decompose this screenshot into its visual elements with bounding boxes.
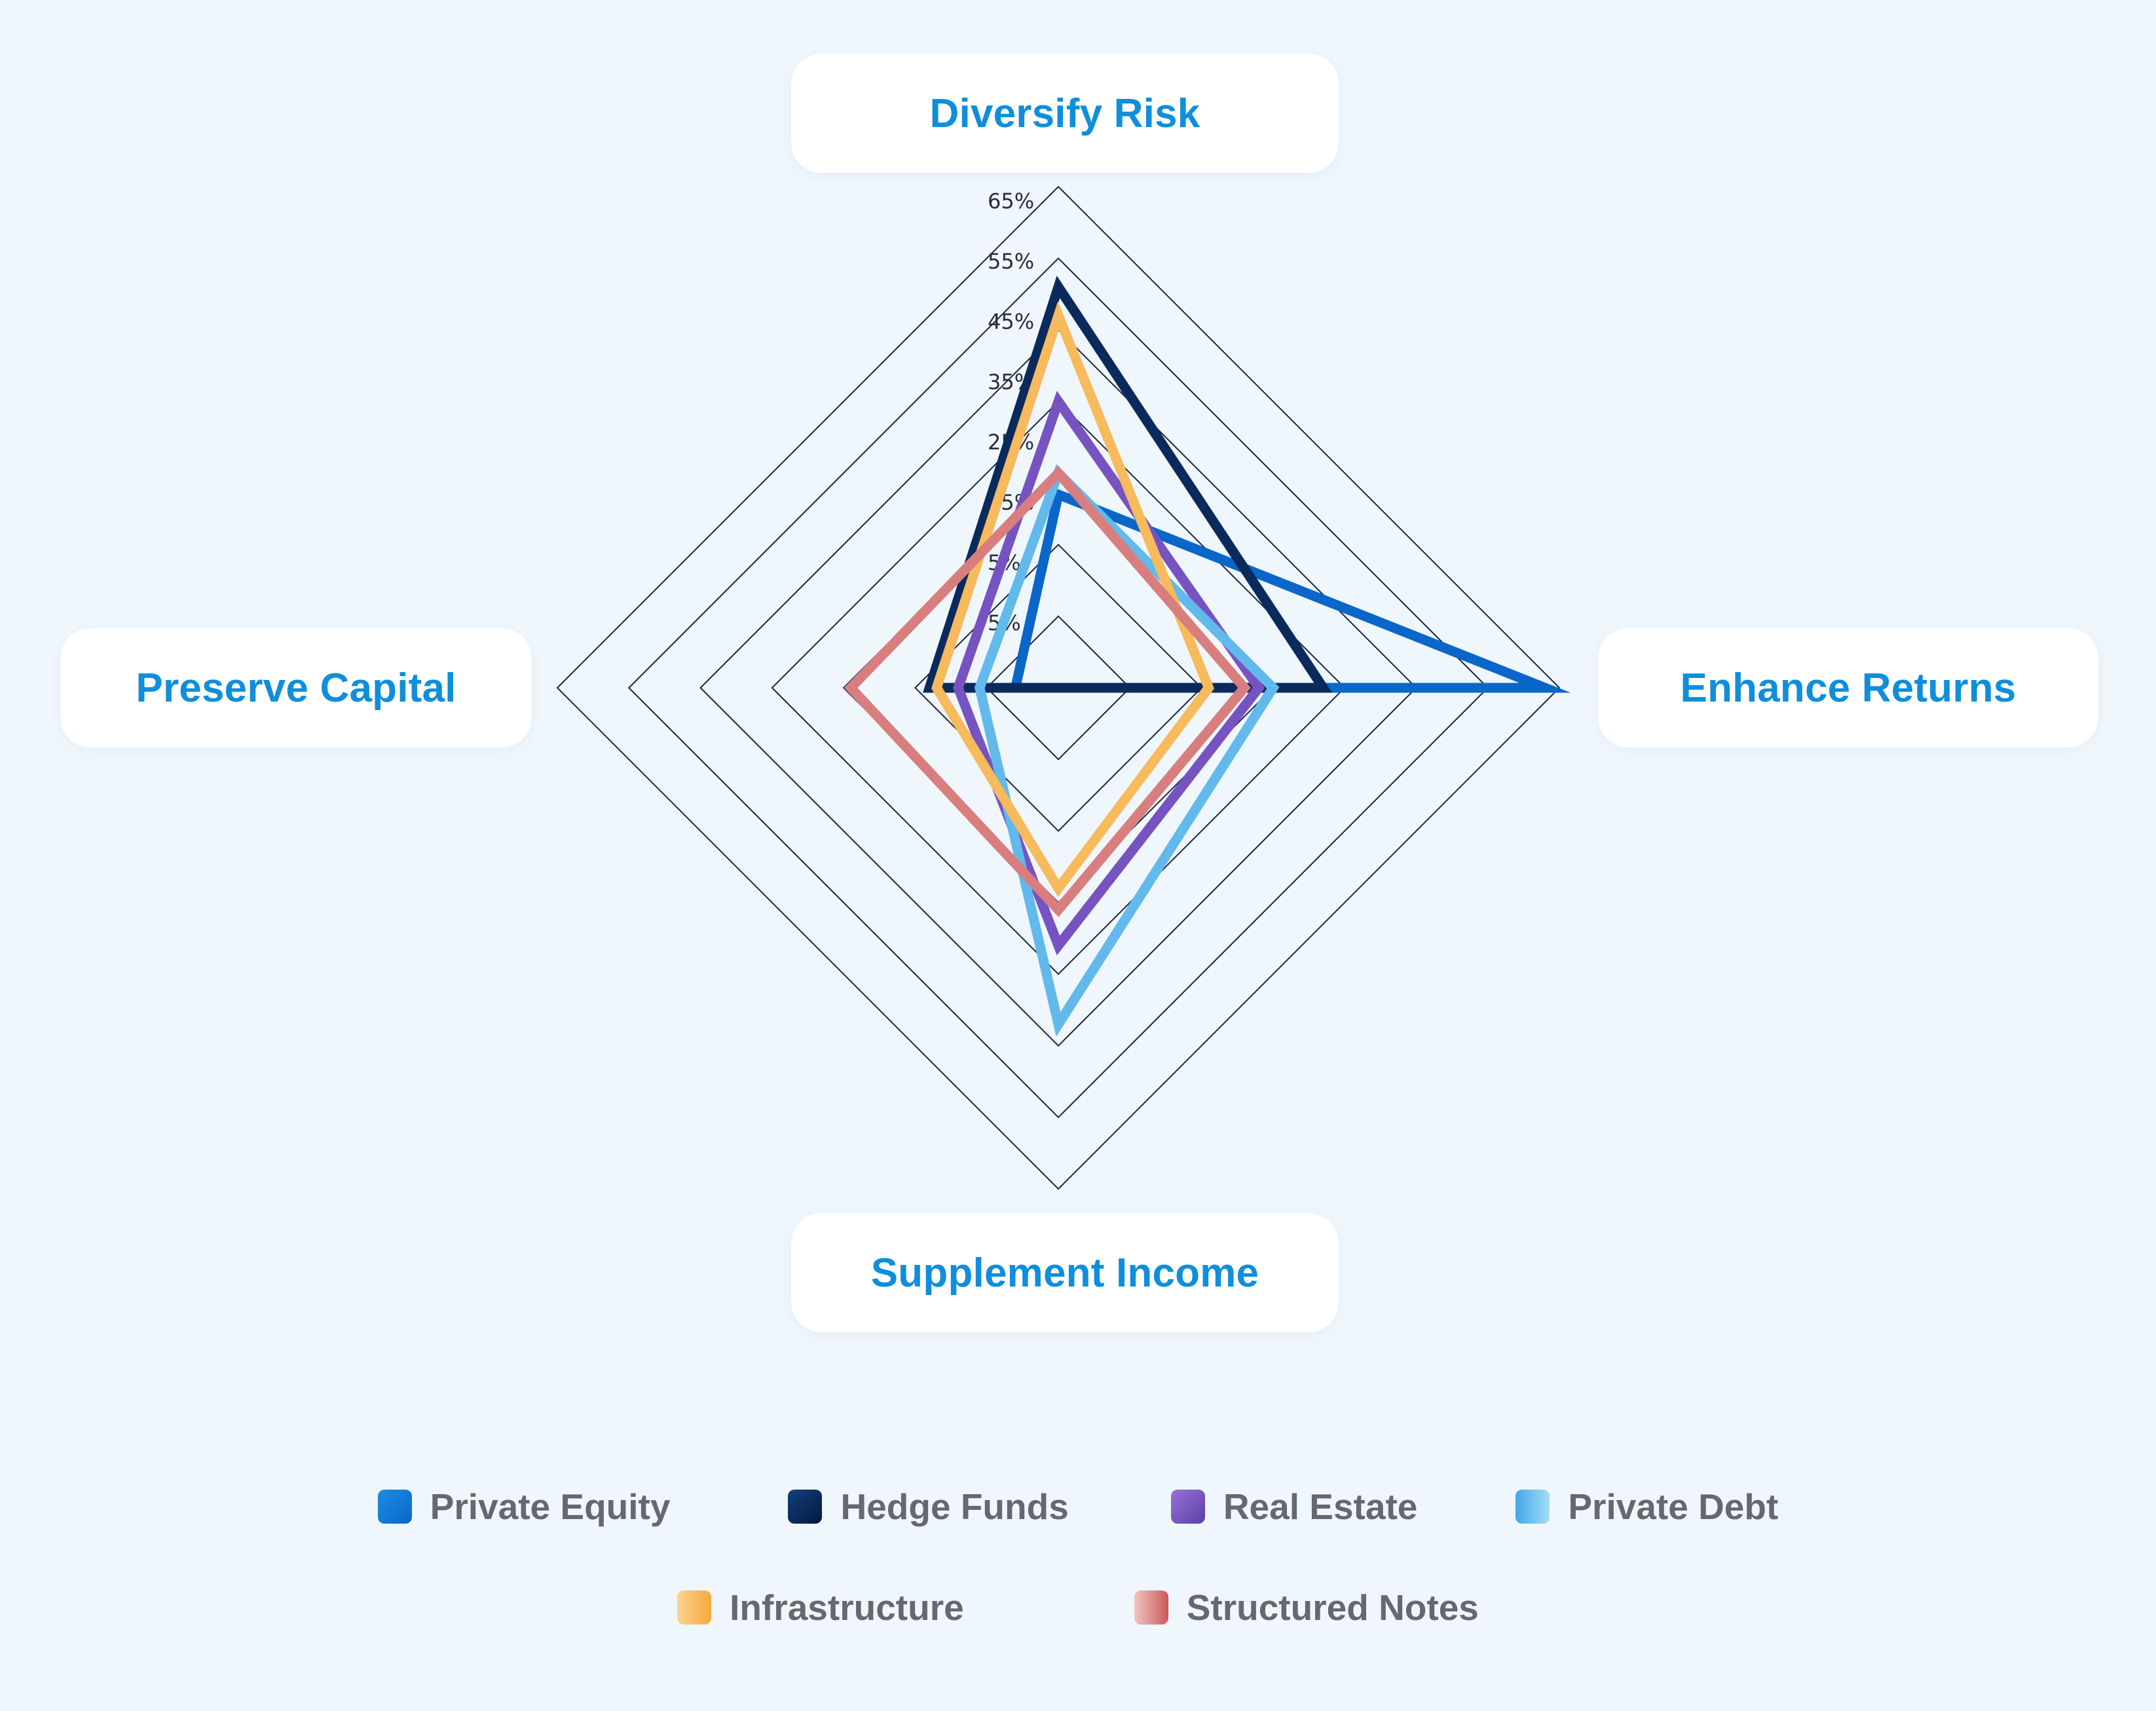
legend-label: Private Equity [430, 1486, 671, 1527]
grid-ring [556, 185, 1561, 1190]
tick-label: 65% [988, 189, 1034, 214]
series-real-estate [953, 390, 1265, 956]
legend-swatch [1170, 1490, 1205, 1524]
legend-item-infrastructure[interactable]: Infrastructure [677, 1583, 964, 1632]
legend-swatch [677, 1590, 712, 1625]
axis-label-enhance-returns: Enhance Returns [1598, 628, 2098, 747]
grid-ring [771, 400, 1346, 975]
tick-label: 45% [988, 309, 1034, 334]
legend-label: Structured Notes [1186, 1587, 1479, 1628]
grid-ring [699, 329, 1417, 1047]
legend-swatch [788, 1490, 823, 1524]
legend-swatch [1134, 1590, 1168, 1625]
legend-item-structured-notes[interactable]: Structured Notes [1134, 1583, 1479, 1632]
grid-ring [627, 257, 1489, 1119]
legend-label: Infrastructure [730, 1587, 964, 1628]
radar-series [844, 275, 1571, 1037]
legend-item-real-estate[interactable]: Real Estate [1170, 1482, 1418, 1532]
legend-swatch [377, 1490, 412, 1524]
legend-label: Private Debt [1568, 1486, 1779, 1527]
series-hedge-funds [922, 275, 1333, 693]
legend-swatch [1515, 1490, 1550, 1524]
axis-label-diversify-risk: Diversify Risk [791, 54, 1339, 173]
axis-label-preserve-capital: Preserve Capital [60, 628, 532, 747]
series-private-debt [974, 464, 1280, 1037]
legend-item-private-equity[interactable]: Private Equity [377, 1482, 671, 1532]
legend-item-private-debt[interactable]: Private Debt [1515, 1482, 1778, 1532]
legend-label: Hedge Funds [840, 1486, 1069, 1527]
series-structured-notes [844, 466, 1251, 918]
grid-ring [986, 615, 1131, 761]
legend-row: Private Equity Hedge Funds Real Estate P… [0, 1482, 2156, 1532]
series-private-equity [1009, 487, 1571, 693]
legend-label: Real Estate [1223, 1486, 1418, 1527]
axis-label-supplement-income: Supplement Income [791, 1213, 1339, 1332]
legend-row: Infrastructure Structured Notes [0, 1583, 2156, 1632]
legend-item-hedge-funds[interactable]: Hedge Funds [788, 1482, 1069, 1532]
grid-ring [914, 544, 1202, 832]
tick-label: 55% [988, 249, 1034, 274]
